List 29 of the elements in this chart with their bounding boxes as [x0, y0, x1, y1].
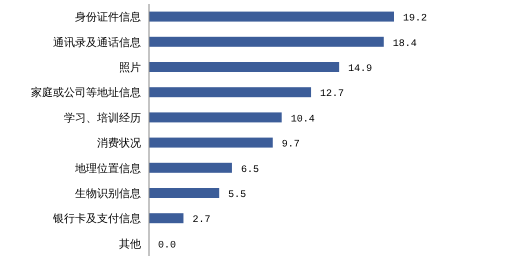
bar	[149, 62, 340, 72]
data-label: 18.4	[392, 38, 417, 50]
data-label: 9.7	[282, 140, 300, 151]
y-tick-label: 其他	[119, 237, 141, 250]
data-label: 5.5	[228, 190, 246, 201]
data-label: 2.7	[192, 215, 210, 226]
y-tick-label: 银行卡及支付信息	[52, 212, 141, 226]
bar	[149, 36, 384, 47]
bar	[149, 188, 220, 198]
data-label: 10.4	[290, 114, 315, 126]
data-label: 14.9	[348, 64, 372, 75]
y-tick-label: 家庭或公司等地址信息	[31, 86, 141, 100]
bar	[149, 138, 273, 148]
y-tick-label: 消费状况	[97, 136, 141, 150]
y-tick-label: 生物识别信息	[75, 187, 141, 200]
bar	[149, 87, 312, 98]
bar	[149, 213, 184, 224]
data-label: 19.2	[403, 14, 428, 25]
data-label: 0.0	[158, 240, 176, 252]
data-label: 12.7	[320, 89, 344, 100]
y-tick-label: 学习、培训经历	[64, 111, 141, 124]
data-label: 6.5	[240, 164, 259, 176]
bar	[149, 162, 232, 173]
y-tick-label: 身份证件信息	[75, 10, 141, 24]
y-tick-label: 地理位置信息	[74, 162, 141, 175]
y-tick-label: 通讯录及通话信息	[53, 36, 141, 49]
y-tick-label: 照片	[119, 61, 141, 74]
bar	[149, 12, 394, 22]
bar	[149, 112, 282, 122]
